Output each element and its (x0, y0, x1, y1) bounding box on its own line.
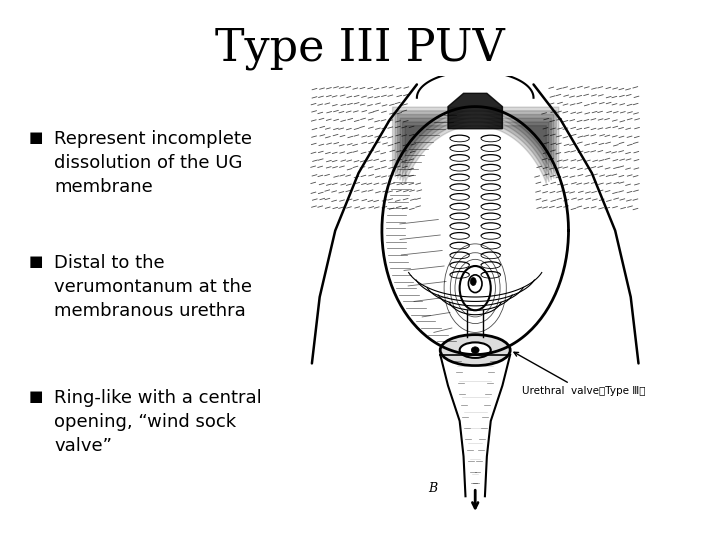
Ellipse shape (469, 275, 482, 293)
Text: ■: ■ (29, 254, 43, 269)
Text: Represent incomplete
dissolution of the UG
membrane: Represent incomplete dissolution of the … (54, 130, 252, 196)
Text: ■: ■ (29, 130, 43, 145)
Polygon shape (448, 93, 503, 129)
Text: Ring-like with a central
opening, “wind sock
valve”: Ring-like with a central opening, “wind … (54, 389, 262, 455)
Text: Urethral  valve（Type Ⅲ）: Urethral valve（Type Ⅲ） (514, 352, 645, 396)
Ellipse shape (459, 342, 491, 358)
Ellipse shape (470, 278, 476, 286)
Ellipse shape (472, 347, 479, 354)
Text: ■: ■ (29, 389, 43, 404)
Text: Distal to the
verumontanum at the
membranous urethra: Distal to the verumontanum at the membra… (54, 254, 252, 320)
Ellipse shape (440, 335, 510, 366)
Text: Type III PUV: Type III PUV (215, 27, 505, 70)
Text: B: B (428, 482, 438, 495)
